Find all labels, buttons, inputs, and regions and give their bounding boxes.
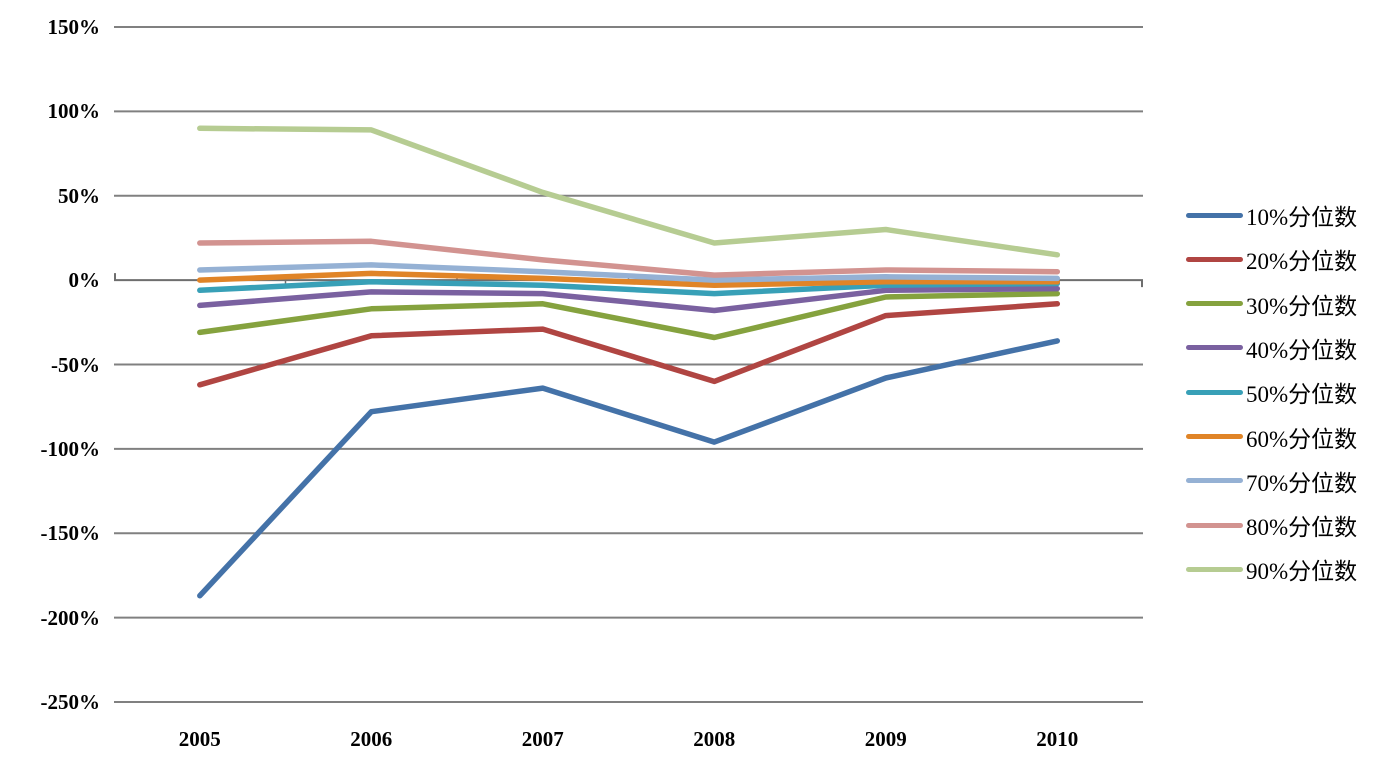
series-line (197, 285, 1061, 314)
series-line (197, 338, 1061, 599)
legend-item: 20%分位数 (1186, 244, 1357, 274)
legend-line-swatch (1186, 478, 1243, 484)
y-tick-label: 0% (68, 268, 101, 293)
legend-line-swatch (1186, 301, 1243, 307)
legend-label: 50%分位数 (1246, 382, 1358, 408)
legend-line-swatch (1186, 522, 1243, 528)
legend-item: 40%分位数 (1186, 333, 1357, 363)
y-tick-label: -150% (40, 521, 101, 546)
legend-line-swatch (1186, 256, 1243, 262)
series-line (197, 125, 1061, 258)
legend-label: 70%分位数 (1246, 470, 1358, 496)
legend-item: 50%分位数 (1186, 377, 1357, 407)
legend-label: 40%分位数 (1246, 337, 1358, 363)
legend-item: 30%分位数 (1186, 289, 1357, 319)
y-tick-label: 150% (47, 15, 101, 39)
y-tick-label: 100% (47, 99, 101, 124)
series-line (197, 262, 1061, 283)
legend-item: 90%分位数 (1186, 554, 1357, 584)
legend-item: 10%分位数 (1186, 200, 1357, 230)
legend-line-swatch (1186, 566, 1243, 572)
legend-label: 20%分位数 (1246, 249, 1358, 275)
series-line (197, 270, 1061, 288)
legend-label: 30%分位数 (1246, 293, 1358, 319)
legend-line-swatch (1186, 389, 1243, 395)
series-line (197, 279, 1061, 297)
y-tick-label: -250% (40, 690, 101, 714)
legend-label: 80%分位数 (1246, 515, 1358, 541)
x-tick-label: 2006 (350, 727, 393, 751)
x-tick-label: 2007 (521, 727, 564, 751)
y-tick-label: 50% (58, 183, 100, 208)
legend-label: 90%分位数 (1246, 559, 1358, 585)
legend-label: 10%分位数 (1246, 205, 1358, 230)
legend-item: 80%分位数 (1186, 510, 1357, 540)
y-tick-label: -200% (40, 605, 101, 630)
legend-line-swatch (1186, 434, 1243, 439)
y-tick-label: -100% (40, 436, 101, 461)
x-tick-label: 2005 (178, 727, 221, 751)
legend-line-swatch (1186, 212, 1243, 218)
series-line (197, 290, 1061, 341)
series-line (197, 301, 1061, 388)
legend-line-swatch (1186, 345, 1243, 351)
y-tick-label: -50% (51, 352, 100, 377)
legend-item: 60%分位数 (1186, 422, 1357, 452)
series-line (197, 238, 1061, 278)
x-tick-label: 2008 (693, 727, 736, 751)
x-tick-label: 2010 (1036, 727, 1079, 751)
legend-item: 70%分位数 (1186, 466, 1357, 496)
legend-label: 60%分位数 (1246, 426, 1358, 452)
x-tick-label: 2009 (864, 727, 907, 751)
